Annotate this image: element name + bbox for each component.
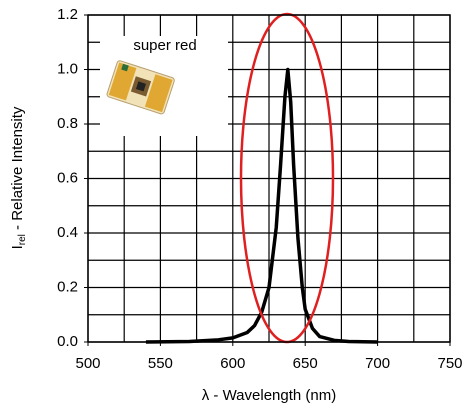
y-axis-symbol: I <box>9 245 26 249</box>
y-axis-subscript: rel <box>17 234 28 245</box>
x-tick-label: 500 <box>75 355 100 372</box>
y-axis-text: - Relative Intensity <box>9 106 26 234</box>
y-tick-label: 0.0 <box>57 333 78 350</box>
x-tick-label: 550 <box>148 355 173 372</box>
y-tick-label: 0.8 <box>57 115 78 132</box>
y-tick-label: 1.2 <box>57 6 78 23</box>
y-tick-label: 0.4 <box>57 224 78 241</box>
spectrum-line <box>145 67 378 344</box>
x-tick-label: 600 <box>220 355 245 372</box>
x-tick-label: 700 <box>365 355 390 372</box>
x-tick-label: 750 <box>437 355 462 372</box>
plot <box>145 67 378 344</box>
annotation: super red <box>133 37 196 54</box>
led-image <box>106 60 175 115</box>
y-tick-label: 0.2 <box>57 278 78 295</box>
x-tick-label: 650 <box>293 355 318 372</box>
x-axis-label: λ - Wavelength (nm) <box>202 387 336 404</box>
y-tick-label: 0.6 <box>57 169 78 186</box>
y-axis-label: Irel - Relative Intensity <box>9 106 28 249</box>
y-tick-label: 1.0 <box>57 60 78 77</box>
